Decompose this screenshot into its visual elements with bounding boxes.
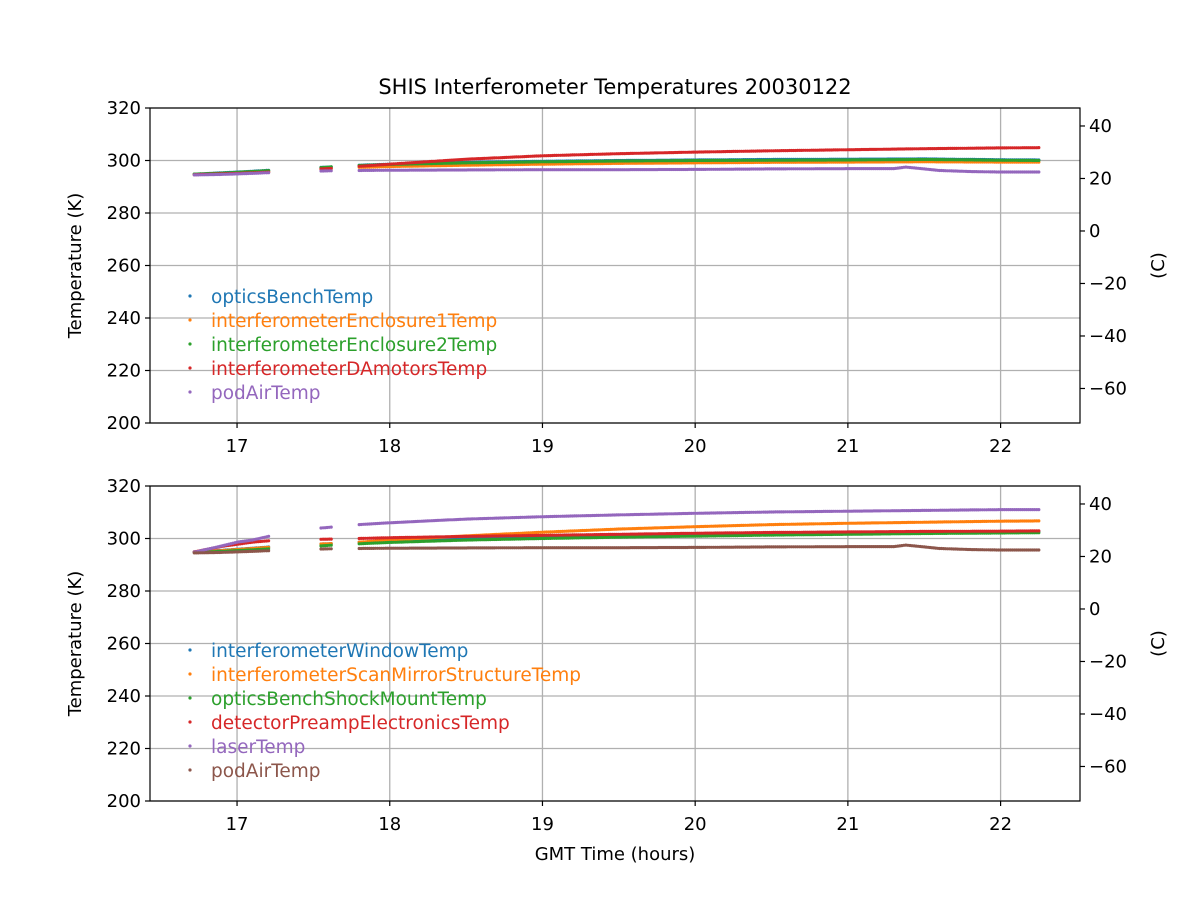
- y-tick-label: 260: [107, 256, 141, 277]
- y2-tick-label: 20: [1089, 546, 1112, 567]
- x-tick-label: 19: [531, 436, 554, 457]
- data-point: [1037, 519, 1041, 523]
- legend-label: detectorPreampElectronicsTemp: [211, 713, 510, 734]
- legend-marker: [188, 744, 192, 748]
- x-tick-label: 18: [378, 436, 401, 457]
- series-interferometerDAmotorsTemp: [192, 146, 1041, 177]
- data-point: [267, 171, 271, 175]
- y2-tick-label: −60: [1089, 378, 1127, 399]
- data-point: [1037, 170, 1041, 174]
- legend-label: interferometerEnclosure2Temp: [211, 335, 497, 356]
- x-tick-label: 19: [531, 814, 554, 835]
- x-tick-label: 21: [836, 814, 859, 835]
- x-tick-label: 20: [684, 814, 707, 835]
- data-point: [267, 549, 271, 553]
- x-tick-label: 17: [226, 814, 249, 835]
- x-axis-label: GMT Time (hours): [535, 844, 696, 865]
- legend-marker: [188, 318, 192, 322]
- legend-label: interferometerScanMirrorStructureTemp: [211, 665, 581, 686]
- y2-tick-label: 0: [1089, 599, 1100, 620]
- data-point: [329, 547, 333, 551]
- legend-label: interferometerEnclosure1Temp: [211, 311, 497, 332]
- y-tick-label: 320: [107, 476, 141, 497]
- y-tick-label: 220: [107, 739, 141, 760]
- x-tick-label: 22: [989, 436, 1012, 457]
- legend-marker: [188, 672, 192, 676]
- x-tick-label: 21: [836, 436, 859, 457]
- data-point: [1037, 158, 1041, 163]
- data-point: [1037, 529, 1041, 533]
- data-point: [329, 169, 333, 173]
- y-axis-label: Temperature (K): [65, 193, 86, 340]
- data-point: [329, 166, 333, 171]
- data-point: [1037, 548, 1041, 552]
- y-tick-label: 240: [107, 308, 141, 329]
- data-point: [267, 539, 271, 543]
- data-point: [1037, 146, 1041, 150]
- y-tick-label: 280: [107, 203, 141, 224]
- legend-label: opticsBenchTemp: [211, 287, 373, 308]
- y2-tick-label: −20: [1089, 651, 1127, 672]
- x-tick-label: 17: [226, 436, 249, 457]
- legend-marker: [188, 696, 192, 700]
- data-point: [267, 534, 271, 538]
- y2-tick-label: −60: [1089, 756, 1127, 777]
- legend-marker: [188, 648, 192, 652]
- y2-tick-label: −40: [1089, 326, 1127, 347]
- legend-marker: [188, 720, 192, 724]
- data-point: [1037, 508, 1041, 512]
- chart-title: SHIS Interferometer Temperatures 2003012…: [378, 75, 851, 99]
- legend-marker: [188, 294, 192, 298]
- y-tick-label: 260: [107, 634, 141, 655]
- y-tick-label: 220: [107, 361, 141, 382]
- y2-axis-label: (C): [1148, 252, 1169, 279]
- data-point: [329, 543, 333, 547]
- y2-tick-label: 20: [1089, 168, 1112, 189]
- data-point: [329, 525, 333, 529]
- y-tick-label: 300: [107, 529, 141, 550]
- y-axis-label: Temperature (K): [65, 571, 86, 718]
- y2-tick-label: 40: [1089, 494, 1112, 515]
- y2-tick-label: 40: [1089, 116, 1112, 137]
- y-tick-label: 320: [107, 98, 141, 119]
- y2-tick-label: 0: [1089, 221, 1100, 242]
- y-tick-label: 240: [107, 686, 141, 707]
- y2-tick-label: −20: [1089, 273, 1127, 294]
- x-tick-label: 20: [684, 436, 707, 457]
- x-tick-label: 18: [378, 814, 401, 835]
- legend-marker: [188, 342, 192, 346]
- legend-marker: [188, 768, 192, 772]
- series-podAirTemp: [192, 165, 1041, 177]
- legend-label: laserTemp: [211, 737, 305, 758]
- legend-label: interferometerDAmotorsTemp: [211, 359, 487, 380]
- y-tick-label: 280: [107, 581, 141, 602]
- y2-axis-label: (C): [1148, 630, 1169, 657]
- legend-label: opticsBenchShockMountTemp: [211, 689, 487, 710]
- legend-marker: [188, 366, 192, 370]
- legend-label: interferometerWindowTemp: [211, 641, 468, 662]
- y-tick-label: 300: [107, 151, 141, 172]
- y-tick-label: 200: [107, 413, 141, 434]
- top-panel: 17 18 19 20 21 22200220240260280300320−60−40−…: [65, 98, 1169, 457]
- data-point: [329, 537, 333, 541]
- legend-label: podAirTemp: [211, 761, 321, 782]
- legend-label: podAirTemp: [211, 383, 321, 404]
- y2-tick-label: −40: [1089, 704, 1127, 725]
- y-tick-label: 200: [107, 791, 141, 812]
- legend-marker: [188, 390, 192, 394]
- x-tick-label: 22: [989, 814, 1012, 835]
